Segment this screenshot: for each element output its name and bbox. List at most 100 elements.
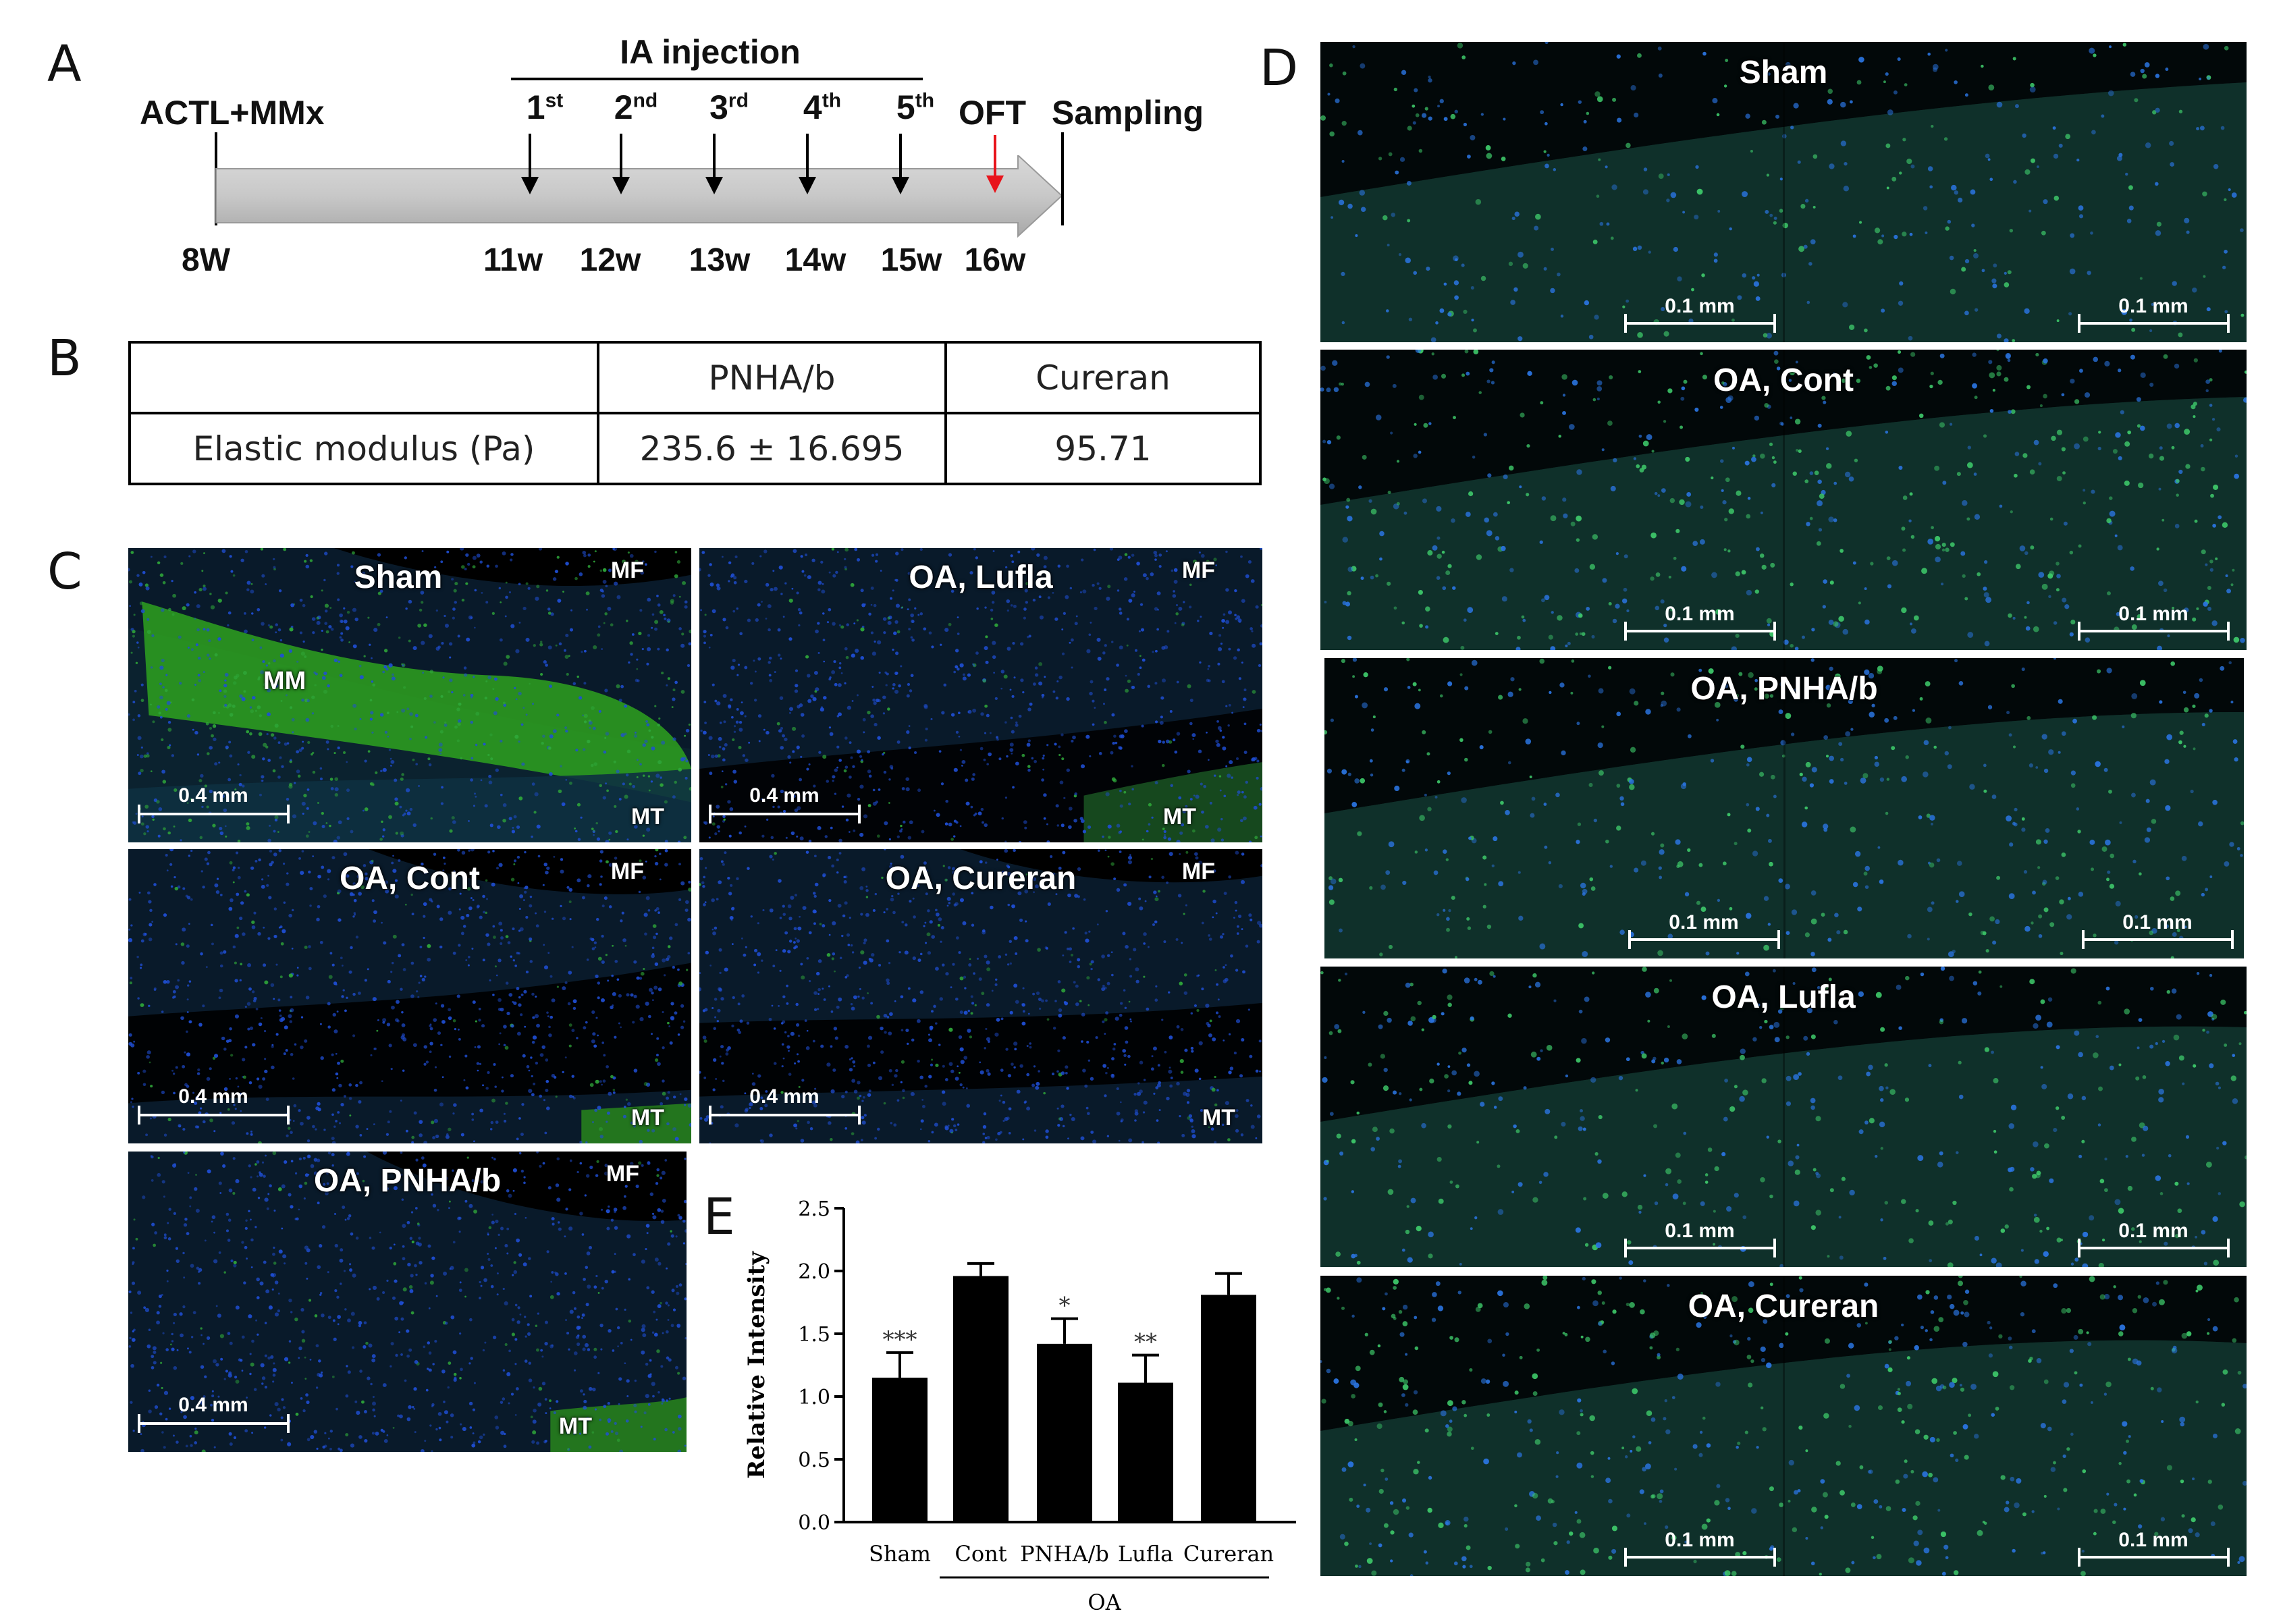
table-header-row: PNHA/b Cureran [128, 341, 1262, 414]
panel-letter-d: D [1260, 39, 1298, 97]
micrograph-title: OA, Cureran [1688, 1289, 1879, 1324]
scale-bar-label: 0.1 mm [1665, 1529, 1735, 1551]
timeline-arrow [215, 155, 1063, 238]
timeline-oft-week: 16w [964, 242, 1026, 278]
timeline-surgery-label: ACTL+MMx [140, 94, 325, 132]
micrograph-texture [128, 1152, 687, 1452]
x-tick-label: Cont [955, 1541, 1006, 1567]
micrograph-texture [699, 849, 1262, 1143]
micrograph-title: Sham [1739, 55, 1828, 90]
scale-bar [138, 1106, 290, 1125]
micrograph-d: OA, Cont 0.1 mm 0.1 mm [1320, 350, 2247, 650]
injection-arrow-head [612, 177, 630, 194]
significance-label: *** [883, 1326, 917, 1353]
injection-arrow-head [892, 177, 909, 194]
scale-bar [709, 805, 861, 823]
injection-ordinal: rd [728, 89, 749, 112]
scale-bar-label: 0.4 mm [178, 1085, 248, 1108]
timeline-start-week: 8W [182, 242, 230, 278]
scale-bar-label: 0.1 mm [2122, 911, 2193, 933]
scale-bar-label: 0.1 mm [1665, 295, 1735, 317]
micrograph-title: OA, Lufla [1711, 979, 1856, 1015]
injection-arrow-line [529, 134, 531, 178]
scale-bar [2078, 314, 2230, 333]
scale-bar [709, 1106, 861, 1125]
label-mt: MT [630, 1105, 664, 1131]
timeline-week-label: 11w [483, 242, 543, 278]
injection-arrow-head [799, 177, 816, 194]
scale-bar-label: 0.4 mm [178, 784, 248, 807]
table-header-cell [128, 341, 599, 414]
timeline-injection-label: 4th [803, 88, 841, 127]
label-mt: MT [1202, 1105, 1235, 1131]
micrograph-title: OA, PNHA/b [1690, 671, 1878, 707]
timeline-week-label: 13w [689, 242, 751, 278]
timeline-end-tick [1061, 132, 1064, 225]
injection-number: 4 [803, 88, 822, 126]
bar [953, 1276, 1009, 1522]
injection-ordinal: th [822, 89, 842, 112]
injection-ordinal: nd [633, 89, 658, 112]
panel-letter-e: E [703, 1188, 735, 1246]
micrograph-divider [1783, 1276, 1785, 1576]
panel-letter-a: A [47, 35, 82, 93]
scale-bar [138, 1414, 290, 1433]
label-mm: MM [263, 667, 306, 695]
micrograph-texture [1320, 350, 2247, 650]
label-mt: MT [630, 804, 664, 830]
scale-bar [138, 805, 290, 823]
y-tick-label: 0.5 [798, 1449, 830, 1472]
scale-bar [2078, 1239, 2230, 1257]
micrograph-c: Sham MF MM MT 0.4 mm [128, 548, 691, 842]
micrograph-c: OA, Cureran MF MT 0.4 mm [699, 849, 1262, 1143]
table-header-cell: Cureran [944, 341, 1262, 414]
timeline-injection-label: 3rd [709, 88, 749, 127]
scale-bar [2082, 930, 2234, 949]
scale-bar [1624, 314, 1776, 333]
micrograph-texture [128, 849, 691, 1143]
micrograph-divider [1783, 350, 1785, 650]
label-mf: MF [1181, 859, 1215, 884]
micrograph-title: OA, Lufla [909, 560, 1053, 595]
table-cell: 95.71 [944, 412, 1262, 485]
y-tick-label: 1.0 [798, 1386, 830, 1409]
injection-arrow-head [705, 177, 723, 194]
injection-ordinal: st [545, 89, 564, 112]
scale-bar-label: 0.1 mm [2118, 295, 2188, 317]
micrograph-d: Sham 0.1 mm 0.1 mm [1320, 42, 2247, 342]
micrograph-texture [1320, 42, 2247, 342]
x-tick-label: Sham [869, 1541, 931, 1567]
table-header-cell: PNHA/b [597, 341, 947, 414]
timeline-injection-bracket [511, 78, 923, 80]
scale-bar [2078, 622, 2230, 641]
micrograph-title: OA, Cont [1713, 362, 1854, 398]
scale-bar [1624, 1548, 1776, 1567]
injection-arrow-line [899, 134, 902, 178]
injection-number: 1 [526, 88, 545, 126]
micrograph-divider [1783, 42, 1785, 342]
scale-bar-label: 0.1 mm [2118, 603, 2188, 625]
micrograph-texture [1320, 967, 2247, 1267]
scale-bar [1624, 1239, 1776, 1257]
injection-number: 5 [896, 88, 915, 126]
table-row-label: Elastic modulus (Pa) [128, 412, 599, 485]
scale-bar-label: 0.4 mm [749, 1085, 820, 1108]
y-tick-label: 0.0 [798, 1511, 830, 1535]
significance-label: ** [1134, 1329, 1157, 1356]
micrograph-divider [1783, 658, 1785, 958]
scale-bar-label: 0.1 mm [2118, 1220, 2188, 1242]
micrograph-c: OA, Cont MF MT 0.4 mm [128, 849, 691, 1143]
scale-bar-label: 0.4 mm [178, 1394, 248, 1416]
micrograph-title: OA, Cureran [885, 861, 1077, 896]
label-mf: MF [610, 859, 644, 884]
timeline-week-label: 14w [784, 242, 847, 278]
table-row: Elastic modulus (Pa) 235.6 ± 16.695 95.7… [128, 412, 1262, 485]
micrograph-title: OA, PNHA/b [313, 1163, 502, 1199]
timeline-oft-arrow-line [994, 135, 996, 177]
significance-label: * [1059, 1293, 1071, 1320]
bar [872, 1378, 928, 1522]
timeline-week-label: 12w [579, 242, 641, 278]
micrograph-title: Sham [354, 560, 443, 595]
x-tick-label: Lufla [1118, 1541, 1173, 1567]
label-mf: MF [610, 558, 644, 583]
